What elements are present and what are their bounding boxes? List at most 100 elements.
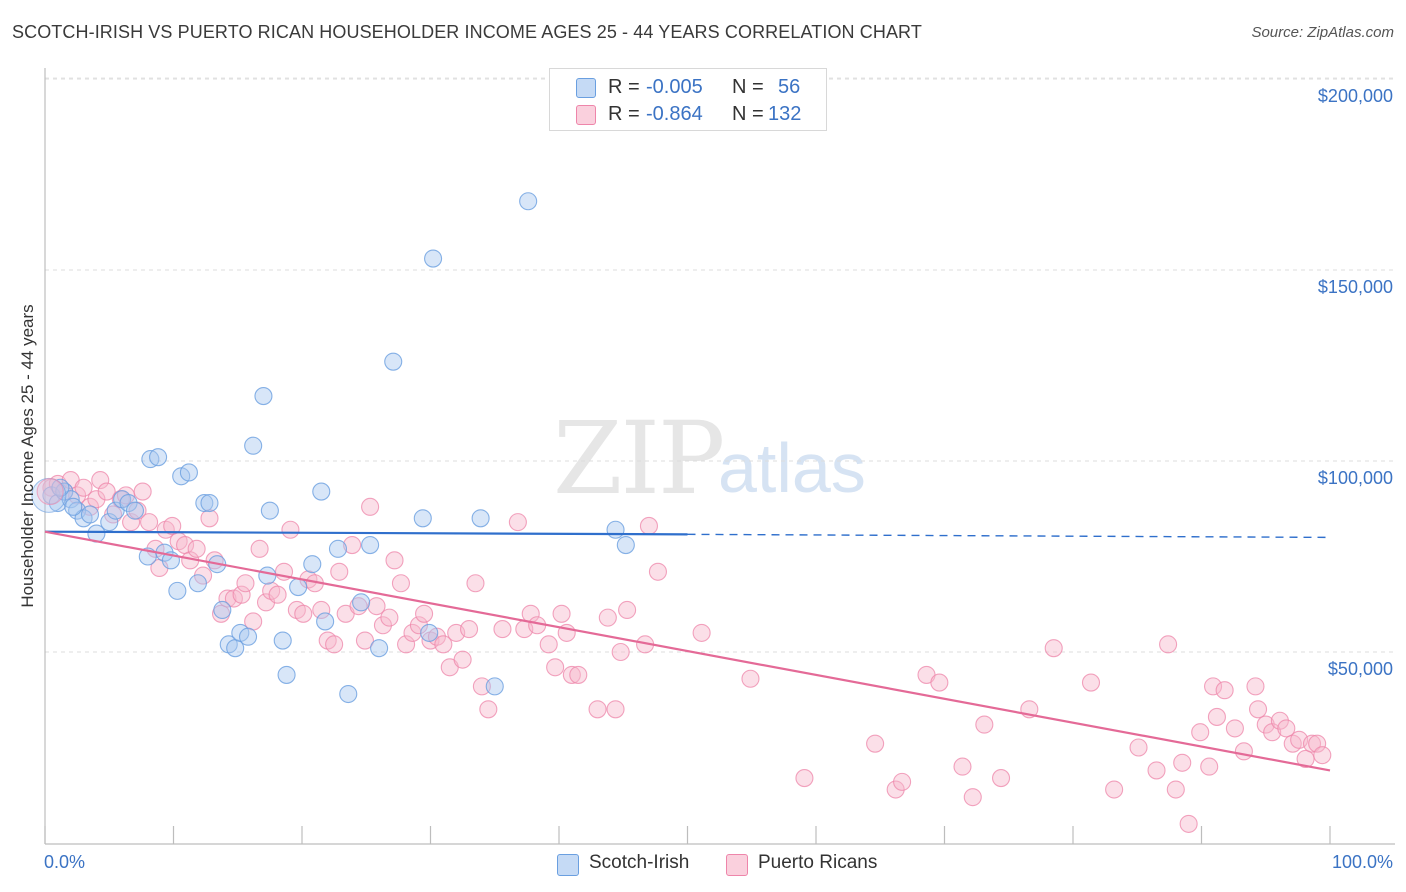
puerto-ricans-point-46 [325, 635, 344, 654]
correlation-legend: R = -0.005 N = 56 R = -0.864 N = 132 [549, 68, 827, 131]
puerto-ricans-point-90 [648, 562, 667, 581]
scotch-irish-point-31 [254, 387, 273, 406]
scotch-irish-point-23 [200, 493, 219, 513]
puerto-ricans-point-121 [1248, 700, 1268, 719]
scotch-irish-point-54 [51, 478, 70, 497]
puerto-ricans-point-86 [611, 642, 630, 662]
watermark-atlas: atlas [718, 429, 866, 507]
y-tick-label-150000: $150,000 [1317, 277, 1393, 297]
puerto-ricans-point-39 [281, 520, 300, 539]
puerto-ricans-point-8 [91, 471, 110, 490]
scotch-irish-point-46 [413, 509, 432, 528]
puerto-ricans-point-44 [312, 600, 331, 620]
puerto-ricans-point-111 [1173, 753, 1192, 772]
bottom-legend-swatch-blue [557, 854, 579, 876]
puerto-ricans-point-82 [569, 665, 588, 684]
legend-row-puerto-ricans: R = -0.864 N = 132 [550, 100, 826, 126]
scotch-irish-point-48 [424, 249, 443, 268]
puerto-ricans-cluster [36, 478, 64, 506]
legend-n-label: N = [732, 103, 764, 125]
bottom-legend-label: Scotch-Irish [589, 852, 690, 873]
puerto-ricans-point-47 [330, 562, 349, 581]
scotch-irish-point-14 [141, 450, 160, 469]
y-axis-title: Householder Income Ages 25 - 44 years [18, 304, 37, 608]
puerto-ricans-point-89 [639, 516, 659, 535]
legend-r-value: -0.864 [646, 103, 703, 125]
puerto-ricans-point-7 [87, 490, 106, 509]
puerto-ricans-point-9 [97, 482, 116, 501]
puerto-ricans-point-92 [741, 669, 760, 688]
puerto-ricans-point-70 [472, 677, 491, 696]
puerto-ricans-point-24 [187, 539, 206, 558]
scotch-irish-point-36 [289, 578, 308, 597]
scotch-irish-point-55 [64, 497, 83, 516]
puerto-ricans-point-129 [1302, 734, 1322, 753]
puerto-ricans-point-61 [415, 604, 434, 623]
puerto-ricans-point-106 [1105, 780, 1124, 799]
puerto-ricans-point-77 [539, 635, 558, 654]
scotch-irish-trend-dashed [687, 533, 1331, 539]
puerto-ricans-point-49 [343, 535, 362, 555]
puerto-ricans-point-15 [133, 482, 152, 501]
legend-n-label: N = [732, 76, 764, 98]
puerto-ricans-point-119 [1234, 742, 1253, 761]
scotch-irish-point-8 [100, 513, 119, 532]
source-label: Source: ZipAtlas.com [1251, 24, 1394, 41]
puerto-ricans-point-68 [459, 620, 479, 639]
scotch-irish-point-32 [258, 566, 277, 585]
puerto-ricans-point-53 [367, 597, 386, 616]
puerto-ricans-point-118 [1225, 719, 1244, 738]
legend-n-value: 56 [778, 76, 801, 98]
scotch-irish-point-37 [303, 555, 322, 574]
puerto-ricans-point-101 [975, 715, 994, 734]
puerto-ricans-point-113 [1191, 723, 1210, 742]
scotch-irish-point-45 [384, 352, 403, 371]
scotch-irish-point-12 [125, 501, 144, 520]
puerto-ricans-point-95 [886, 780, 905, 799]
chart-title: SCOTCH-IRISH VS PUERTO RICAN HOUSEHOLDER… [12, 22, 922, 42]
puerto-ricans-point-29 [218, 589, 237, 608]
scotch-irish-point-6 [80, 505, 100, 524]
legend-n-value: 132 [768, 103, 802, 125]
scotch-irish-point-43 [361, 535, 380, 555]
puerto-ricans-point-100 [963, 788, 982, 807]
puerto-ricans-point-20 [163, 516, 182, 535]
puerto-ricans-point-130 [1308, 734, 1327, 753]
puerto-ricans-point-58 [397, 635, 416, 654]
puerto-ricans-point-120 [1246, 677, 1265, 696]
legend-swatch-blue [576, 78, 596, 98]
puerto-ricans-point-57 [391, 574, 410, 593]
puerto-ricans-point-16 [140, 513, 159, 532]
scotch-irish-point-39 [316, 612, 335, 631]
scotch-irish-point-29 [238, 627, 258, 646]
puerto-ricans-point-93 [795, 769, 814, 788]
scotch-irish-point-20 [179, 463, 198, 482]
puerto-ricans-point-124 [1270, 711, 1289, 730]
scotch-irish-point-35 [277, 665, 296, 684]
puerto-ricans-point-41 [294, 604, 313, 623]
scotch-irish-point-15 [149, 448, 168, 467]
scotch-irish-point-18 [168, 581, 187, 600]
scotch-irish-point-41 [339, 684, 358, 704]
puerto-ricans-point-91 [692, 623, 711, 642]
scotch-irish-point-44 [370, 639, 389, 658]
puerto-ricans-point-84 [598, 608, 617, 627]
puerto-ricans-point-87 [618, 600, 637, 620]
puerto-ricans-point-55 [380, 608, 399, 627]
puerto-ricans-point-54 [373, 616, 393, 635]
puerto-ricans-point-99 [953, 757, 972, 776]
scotch-irish-point-25 [213, 600, 232, 620]
scotch-irish-point-38 [312, 482, 331, 501]
puerto-ricans-point-51 [355, 631, 375, 650]
puerto-ricans-point-131 [1313, 746, 1332, 765]
puerto-ricans-point-108 [1147, 761, 1166, 780]
legend-r-value: -0.005 [646, 76, 703, 98]
legend-r-label: R = [608, 76, 640, 98]
puerto-ricans-point-32 [236, 574, 255, 593]
puerto-ricans-trend [44, 530, 1331, 772]
scotch-irish-point-30 [244, 436, 263, 455]
puerto-ricans-point-78 [546, 658, 565, 677]
bottom-legend-label: Puerto Ricans [758, 852, 878, 873]
puerto-ricans-point-71 [479, 700, 498, 719]
